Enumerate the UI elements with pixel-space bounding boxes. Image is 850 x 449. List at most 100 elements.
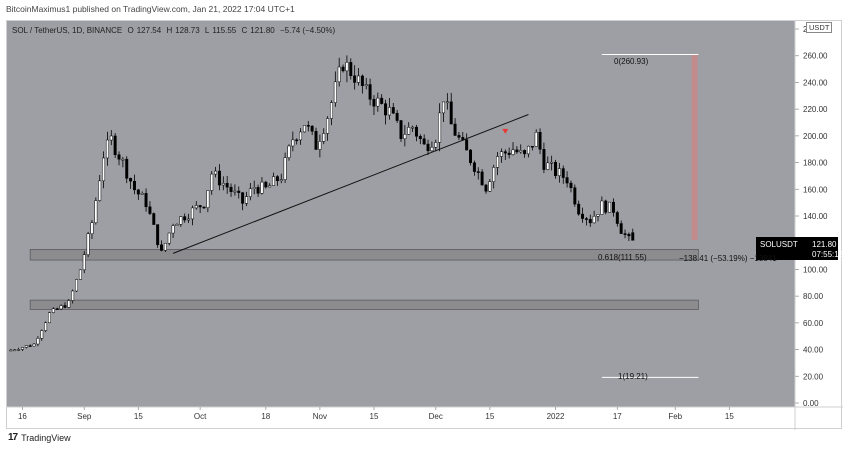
candle-body [140, 193, 144, 195]
candle-body [430, 147, 434, 152]
candle-body [329, 102, 333, 119]
candle-body [302, 125, 306, 133]
candle-body [24, 345, 28, 348]
candle-body [592, 216, 596, 224]
candle-body [557, 168, 561, 176]
close-value: 121.80 [250, 26, 275, 35]
candle-body [90, 222, 94, 235]
chart-pane [7, 21, 795, 407]
candle-body [530, 145, 534, 148]
candle-body [233, 190, 237, 193]
candle-body [245, 196, 248, 204]
candle-body [496, 156, 500, 168]
candle-body [364, 84, 368, 86]
candle-body [399, 120, 403, 139]
support-zone-lower [29, 299, 699, 310]
candle-body [9, 349, 13, 352]
candle-body [357, 75, 360, 83]
footer-brand[interactable]: 17 TradingView [8, 432, 71, 443]
candle-body [503, 151, 507, 154]
y-tick-label: 100.00 [803, 265, 828, 274]
candle-body [534, 132, 538, 147]
candle-body [465, 139, 469, 151]
change-value: −5.74 (−4.50%) [279, 26, 336, 35]
price-tag-price: 121.80 [812, 240, 837, 249]
candle-body [78, 269, 82, 280]
candle-body [163, 242, 167, 251]
candle-body [152, 213, 156, 225]
x-tick-label: 15 [370, 412, 379, 421]
candle-body [75, 279, 79, 292]
candle-body [403, 134, 407, 139]
candle-body [275, 176, 279, 182]
candle-body [631, 232, 635, 241]
candle-body [611, 201, 615, 213]
candle-body [94, 200, 98, 223]
y-tick-label: 260.00 [803, 52, 828, 61]
candle-body [341, 66, 345, 72]
measure-label: −138.41 (−53.19%) −13841 [679, 254, 777, 263]
candle-body [391, 107, 395, 114]
x-tick-label: 15 [725, 412, 734, 421]
candle-body [283, 157, 287, 180]
candle-body [387, 107, 391, 116]
candle-body [337, 66, 341, 83]
candle-body [36, 338, 40, 345]
candle-body [604, 200, 608, 213]
candle-body [360, 75, 364, 86]
candle-body [299, 131, 303, 141]
candle-body [109, 135, 113, 141]
candle-body [561, 168, 565, 178]
candle-body [438, 112, 442, 143]
footer-brand-name: TradingView [21, 432, 71, 443]
candle-body [206, 190, 210, 208]
x-tick-label: 2022 [547, 412, 565, 421]
candle-body [306, 125, 310, 127]
candle-body [256, 187, 260, 194]
candle-body [86, 233, 90, 255]
x-tick-label: Feb [668, 412, 682, 421]
candle-body [291, 139, 295, 147]
price-chart[interactable]: 0.0020.0040.0060.0080.00100.00120.00140.… [7, 21, 843, 430]
candle-body [584, 218, 588, 220]
candle-body [225, 183, 229, 188]
candle-body [581, 213, 585, 219]
candle-body [418, 136, 422, 140]
publish-header: BitcoinMaximus1 published on TradingView… [6, 4, 295, 14]
candle-body [426, 143, 430, 152]
candle-body [63, 305, 67, 308]
candle-body [353, 75, 357, 83]
candle-body [272, 176, 276, 186]
candle-body [17, 349, 21, 351]
candle-body [345, 62, 349, 72]
candle-body [608, 201, 612, 213]
candle-body [55, 308, 59, 310]
candle-body [372, 99, 376, 107]
candle-body [229, 186, 233, 192]
y-tick-label: 180.00 [803, 159, 828, 168]
candle-body [59, 305, 63, 310]
candle-body [167, 232, 171, 244]
candle-body [51, 308, 55, 313]
symbol-label[interactable]: SOL / TetherUS, 1D, BINANCE [12, 26, 123, 35]
last-price-tag: SOLUSDT 121.80 07:55:18 [756, 237, 843, 260]
candle-body [349, 62, 353, 77]
candle-body [318, 141, 322, 150]
candle-body [407, 127, 411, 135]
candle-body [596, 214, 600, 217]
y-tick-label: 220.00 [803, 105, 828, 114]
candle-body [445, 101, 449, 104]
currency-selector[interactable]: USDT [806, 22, 833, 33]
candle-body [125, 158, 129, 179]
candle-body [472, 162, 476, 172]
chart-container[interactable]: 0.0020.0040.0060.0080.00100.00120.00140.… [6, 20, 843, 430]
candle-body [326, 118, 330, 134]
candle-body [577, 203, 581, 215]
fib-1-label: 1(19.21) [618, 372, 648, 381]
close-label: C [241, 26, 248, 35]
y-tick-label: 20.00 [803, 372, 824, 381]
candle-body [310, 125, 314, 132]
y-tick-label: 40.00 [803, 346, 824, 355]
fib-0-label: 0(260.93) [614, 57, 649, 66]
candle-body [260, 181, 264, 194]
